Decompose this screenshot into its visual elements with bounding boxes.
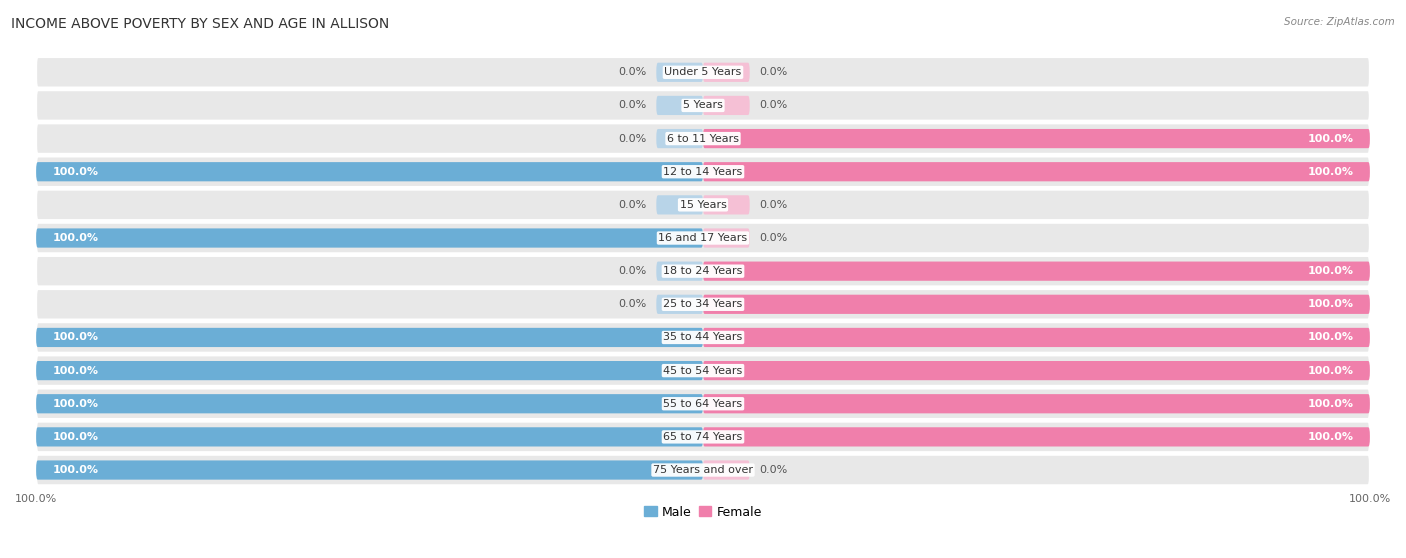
Text: 0.0%: 0.0% bbox=[619, 68, 647, 78]
Text: 100.0%: 100.0% bbox=[1308, 299, 1353, 309]
Text: 100.0%: 100.0% bbox=[1308, 167, 1353, 177]
FancyBboxPatch shape bbox=[37, 289, 1369, 320]
FancyBboxPatch shape bbox=[657, 62, 703, 82]
Text: 100.0%: 100.0% bbox=[53, 333, 98, 343]
Text: Under 5 Years: Under 5 Years bbox=[665, 68, 741, 78]
Text: 6 to 11 Years: 6 to 11 Years bbox=[666, 133, 740, 143]
FancyBboxPatch shape bbox=[37, 322, 1369, 353]
FancyBboxPatch shape bbox=[37, 123, 1369, 154]
FancyBboxPatch shape bbox=[37, 223, 1369, 253]
FancyBboxPatch shape bbox=[703, 427, 1369, 446]
Text: 75 Years and over: 75 Years and over bbox=[652, 465, 754, 475]
FancyBboxPatch shape bbox=[37, 422, 1369, 452]
Text: 100.0%: 100.0% bbox=[1308, 333, 1353, 343]
Text: 0.0%: 0.0% bbox=[619, 100, 647, 110]
FancyBboxPatch shape bbox=[37, 388, 1369, 419]
Text: Source: ZipAtlas.com: Source: ZipAtlas.com bbox=[1284, 17, 1395, 27]
FancyBboxPatch shape bbox=[657, 195, 703, 214]
Text: 100.0%: 100.0% bbox=[53, 465, 98, 475]
Text: 100.0%: 100.0% bbox=[53, 399, 98, 409]
Text: INCOME ABOVE POVERTY BY SEX AND AGE IN ALLISON: INCOME ABOVE POVERTY BY SEX AND AGE IN A… bbox=[11, 17, 389, 31]
FancyBboxPatch shape bbox=[703, 460, 749, 480]
Text: 100.0%: 100.0% bbox=[53, 233, 98, 243]
Text: 100.0%: 100.0% bbox=[1308, 133, 1353, 143]
FancyBboxPatch shape bbox=[703, 96, 749, 115]
Text: 0.0%: 0.0% bbox=[759, 465, 787, 475]
Text: 0.0%: 0.0% bbox=[759, 100, 787, 110]
Text: 25 to 34 Years: 25 to 34 Years bbox=[664, 299, 742, 309]
Text: 15 Years: 15 Years bbox=[679, 200, 727, 210]
FancyBboxPatch shape bbox=[703, 361, 1369, 380]
Legend: Male, Female: Male, Female bbox=[641, 503, 765, 521]
FancyBboxPatch shape bbox=[703, 228, 749, 248]
Text: 100.0%: 100.0% bbox=[53, 167, 98, 177]
Text: 0.0%: 0.0% bbox=[619, 299, 647, 309]
FancyBboxPatch shape bbox=[37, 57, 1369, 88]
Text: 45 to 54 Years: 45 to 54 Years bbox=[664, 365, 742, 376]
FancyBboxPatch shape bbox=[37, 228, 703, 248]
FancyBboxPatch shape bbox=[37, 190, 1369, 220]
FancyBboxPatch shape bbox=[657, 129, 703, 148]
FancyBboxPatch shape bbox=[37, 361, 703, 380]
FancyBboxPatch shape bbox=[37, 256, 1369, 286]
Text: 0.0%: 0.0% bbox=[619, 200, 647, 210]
Text: 100.0%: 100.0% bbox=[1308, 365, 1353, 376]
Text: 55 to 64 Years: 55 to 64 Years bbox=[664, 399, 742, 409]
Text: 65 to 74 Years: 65 to 74 Years bbox=[664, 432, 742, 442]
Text: 0.0%: 0.0% bbox=[619, 266, 647, 276]
FancyBboxPatch shape bbox=[703, 262, 1369, 281]
Text: 0.0%: 0.0% bbox=[759, 68, 787, 78]
Text: 100.0%: 100.0% bbox=[1308, 399, 1353, 409]
FancyBboxPatch shape bbox=[37, 90, 1369, 121]
FancyBboxPatch shape bbox=[703, 328, 1369, 347]
Text: 5 Years: 5 Years bbox=[683, 100, 723, 110]
Text: 0.0%: 0.0% bbox=[759, 200, 787, 210]
Text: 35 to 44 Years: 35 to 44 Years bbox=[664, 333, 742, 343]
FancyBboxPatch shape bbox=[657, 295, 703, 314]
FancyBboxPatch shape bbox=[703, 295, 1369, 314]
FancyBboxPatch shape bbox=[37, 355, 1369, 386]
FancyBboxPatch shape bbox=[657, 262, 703, 281]
FancyBboxPatch shape bbox=[37, 328, 703, 347]
FancyBboxPatch shape bbox=[703, 195, 749, 214]
Text: 16 and 17 Years: 16 and 17 Years bbox=[658, 233, 748, 243]
FancyBboxPatch shape bbox=[703, 129, 1369, 148]
Text: 0.0%: 0.0% bbox=[619, 133, 647, 143]
Text: 100.0%: 100.0% bbox=[1308, 432, 1353, 442]
Text: 18 to 24 Years: 18 to 24 Years bbox=[664, 266, 742, 276]
Text: 100.0%: 100.0% bbox=[53, 432, 98, 442]
FancyBboxPatch shape bbox=[703, 62, 749, 82]
FancyBboxPatch shape bbox=[657, 96, 703, 115]
FancyBboxPatch shape bbox=[37, 427, 703, 446]
Text: 12 to 14 Years: 12 to 14 Years bbox=[664, 167, 742, 177]
Text: 100.0%: 100.0% bbox=[1308, 266, 1353, 276]
FancyBboxPatch shape bbox=[37, 460, 703, 480]
FancyBboxPatch shape bbox=[37, 156, 1369, 187]
FancyBboxPatch shape bbox=[37, 455, 1369, 485]
FancyBboxPatch shape bbox=[703, 162, 1369, 181]
Text: 0.0%: 0.0% bbox=[759, 233, 787, 243]
Text: 100.0%: 100.0% bbox=[53, 365, 98, 376]
FancyBboxPatch shape bbox=[37, 162, 703, 181]
FancyBboxPatch shape bbox=[37, 394, 703, 413]
FancyBboxPatch shape bbox=[703, 394, 1369, 413]
